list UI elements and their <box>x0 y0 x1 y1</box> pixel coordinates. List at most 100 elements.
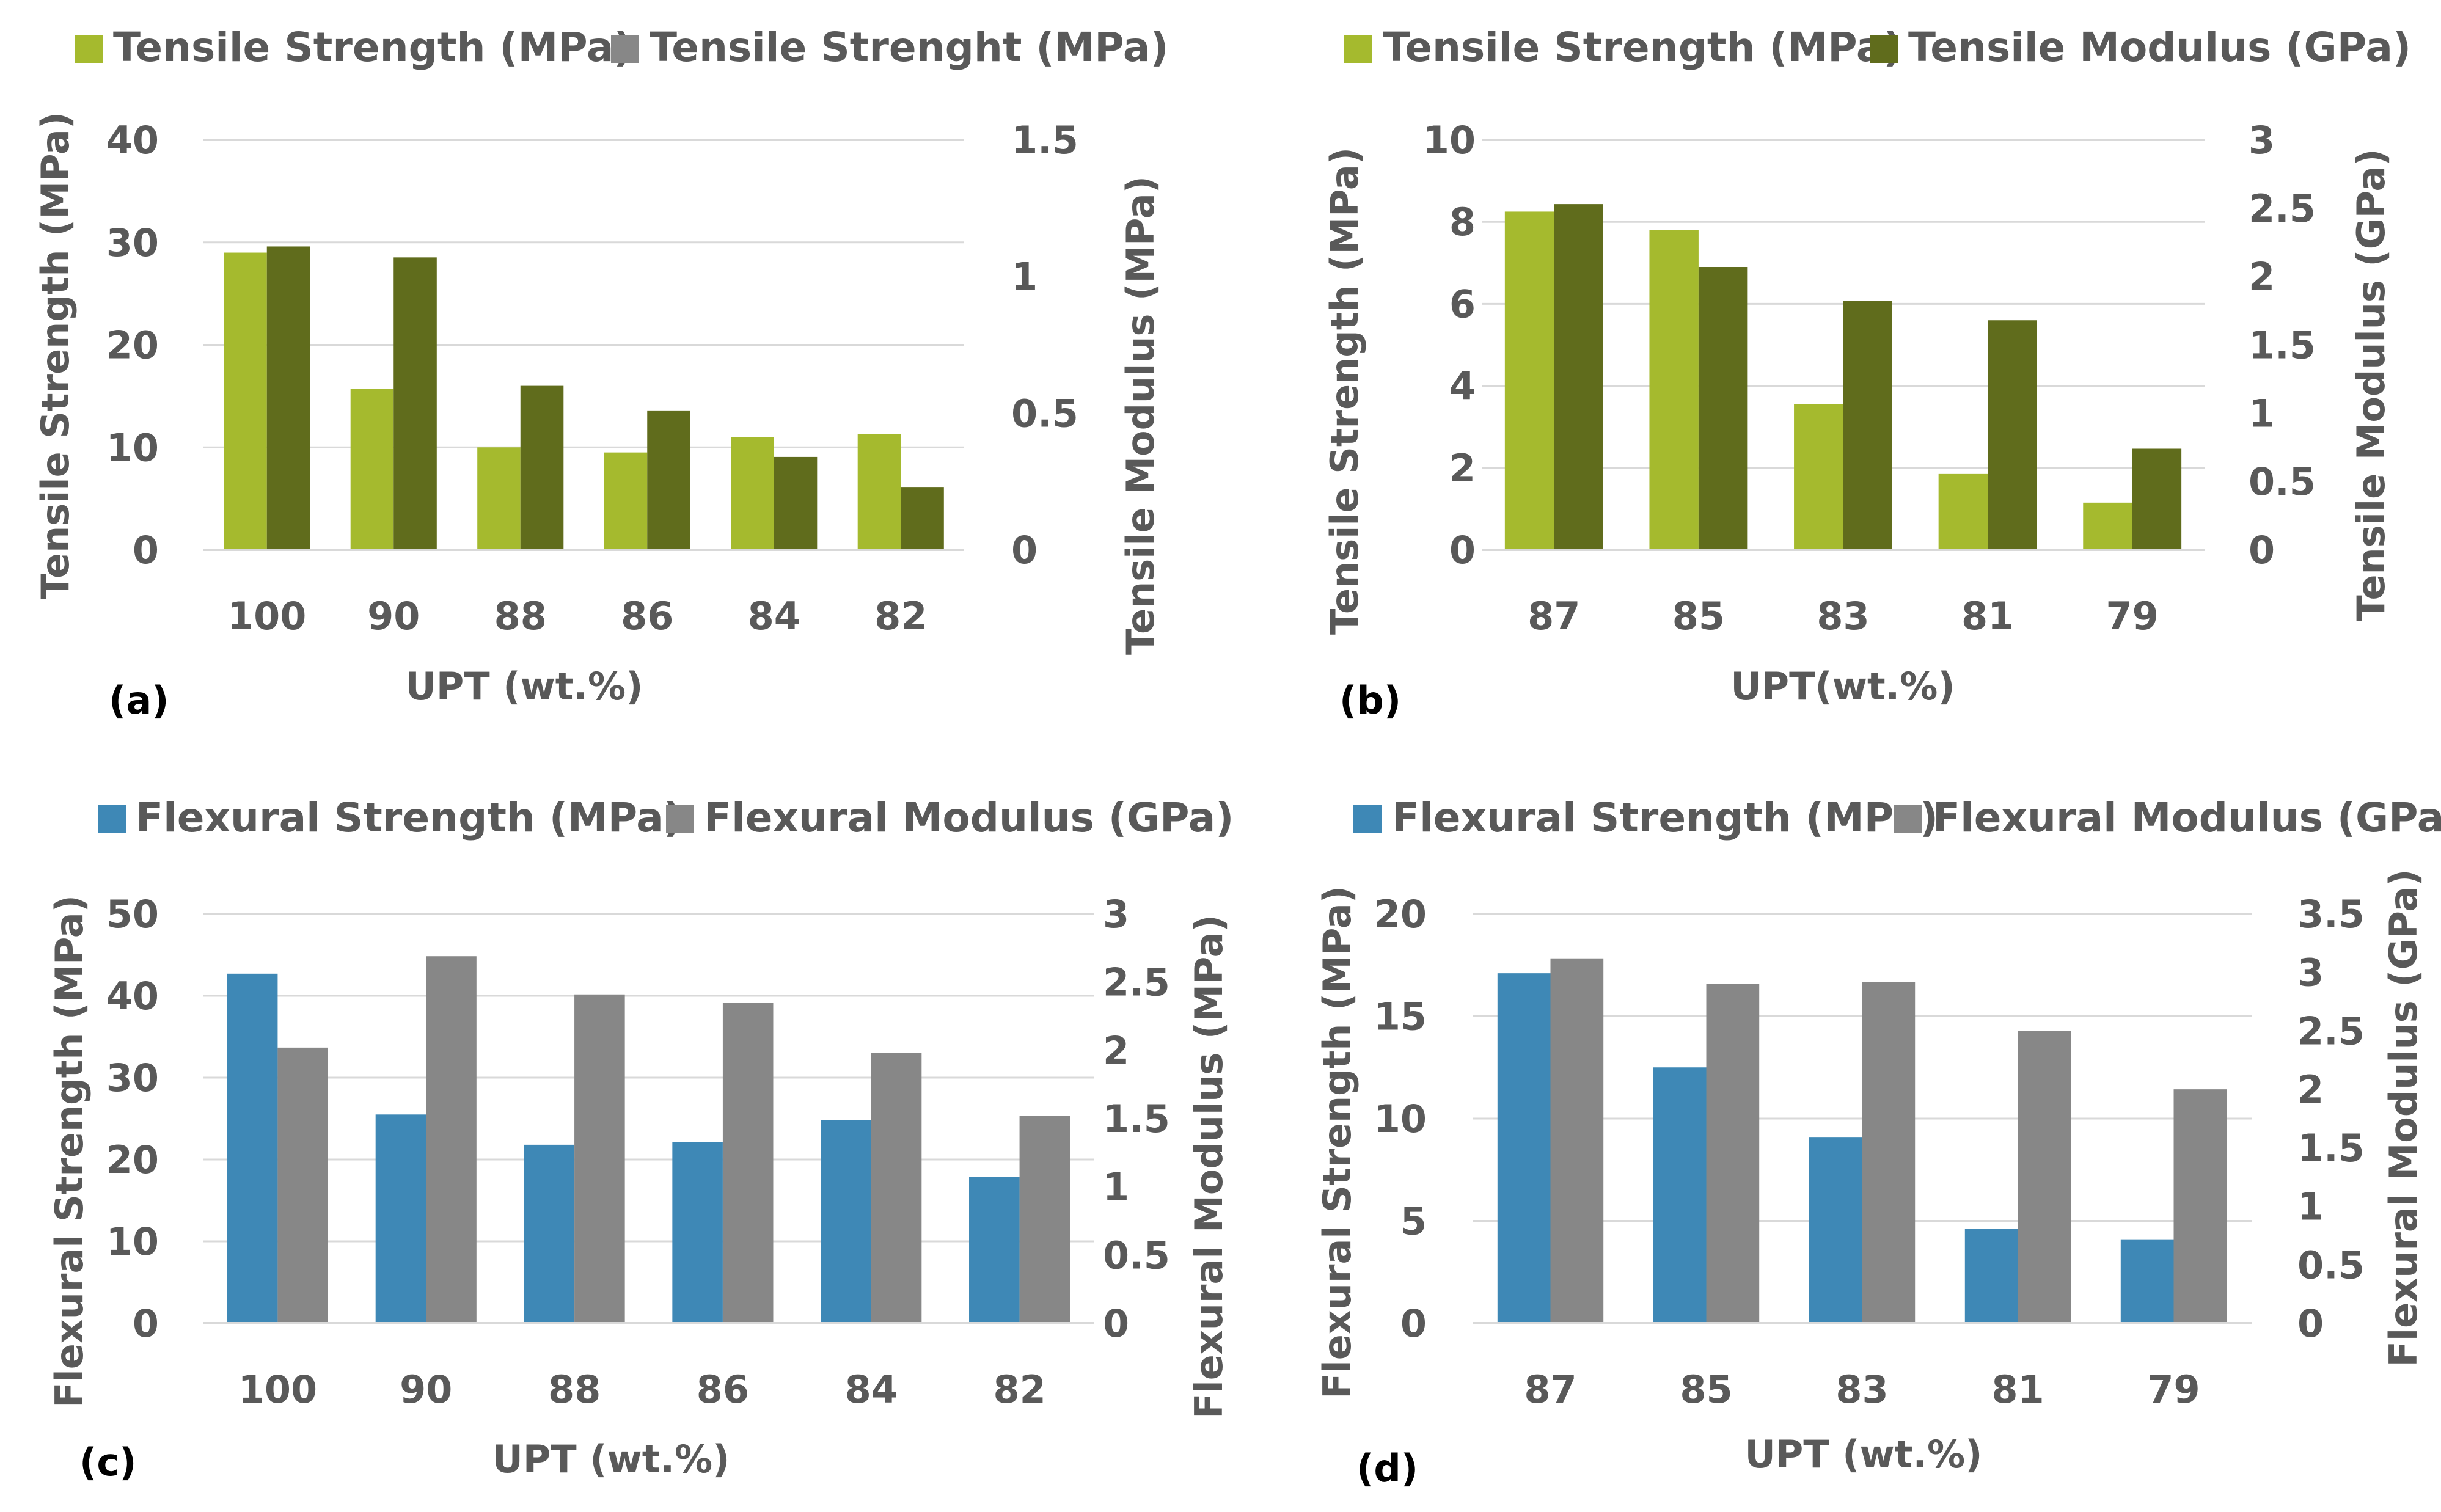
y2-tick-d-2: 1 <box>2297 1185 2324 1229</box>
bar-d-s0-83 <box>1809 1137 1862 1323</box>
legend-swatch-d-0 <box>1353 805 1382 833</box>
bars-d <box>1497 958 2227 1323</box>
bar-a-s1-86 <box>647 410 690 550</box>
bar-d-s1-81 <box>2018 1031 2071 1323</box>
y-tick-a-1: 10 <box>106 425 159 470</box>
legend-d: Flexural Strength (MPa) Flexural Modulus… <box>1353 794 2441 841</box>
bar-c-s0-100 <box>227 973 278 1323</box>
legend-swatch-a-0 <box>75 35 103 63</box>
x-tick-d-2: 83 <box>1835 1367 1888 1412</box>
bar-c-s1-88 <box>574 994 625 1323</box>
y-tick-c-5: 50 <box>106 892 159 937</box>
legend-swatch-c-0 <box>98 805 126 833</box>
bar-c-s0-90 <box>375 1114 426 1323</box>
x-tick-labels-b: 87 85 83 81 79 <box>1528 594 2159 638</box>
y2-tick-c-0: 0 <box>1103 1301 1129 1346</box>
y2-tick-c-1: 0.5 <box>1103 1233 1170 1277</box>
y2-tick-b-4: 2 <box>2249 255 2275 299</box>
legend-label-b-1: Tensile Modulus (GPa) <box>1908 24 2411 71</box>
y2-tick-d-1: 0.5 <box>2297 1243 2365 1287</box>
x-tick-a-2: 88 <box>494 594 547 638</box>
y2-tick-a-1: 0.5 <box>1011 391 1078 436</box>
x-tick-a-3: 86 <box>621 594 673 638</box>
bar-b-s1-87 <box>1554 204 1603 550</box>
bar-d-s1-83 <box>1862 982 1916 1323</box>
panel-label-d: (d) <box>1356 1446 1418 1491</box>
bar-c-s1-84 <box>871 1053 922 1323</box>
bar-d-s1-87 <box>1550 958 1604 1323</box>
chart-panel-b: Tensile Strength (MPa) Tensile Modulus (… <box>1322 24 2411 723</box>
y2-axis-title-c: Flexural Modulus (MPa) <box>1187 915 1231 1419</box>
legend-label-a-0: Tensile Strength (MPa) <box>113 24 632 71</box>
x-tick-d-4: 79 <box>2147 1367 2200 1412</box>
x-tick-a-0: 100 <box>227 594 306 638</box>
y-tick-labels-c: 0 10 20 30 40 50 <box>106 892 159 1346</box>
y2-tick-labels-a: 0 0.5 1 1.5 <box>1011 118 1078 572</box>
legend-label-d-0: Flexural Strength (MPa) <box>1392 794 1938 841</box>
y2-axis-title-d: Flexural Modulus (GPa) <box>2381 869 2426 1367</box>
y2-tick-b-0: 0 <box>2249 528 2275 572</box>
y2-tick-b-6: 3 <box>2249 118 2275 163</box>
x-tick-c-1: 90 <box>400 1367 452 1412</box>
y-tick-c-1: 10 <box>106 1219 159 1264</box>
y2-tick-labels-c: 0 0.5 1 1.5 2 2.5 3 <box>1103 892 1170 1346</box>
bar-a-s0-90 <box>350 389 394 550</box>
y-tick-a-2: 20 <box>106 323 159 368</box>
x-tick-d-0: 87 <box>1524 1367 1576 1412</box>
y-axis-title-a: Tensile Strength (MPa) <box>33 112 78 599</box>
legend-label-c-0: Flexural Strength (MPa) <box>136 794 682 841</box>
y-tick-a-3: 30 <box>106 221 159 265</box>
legend-swatch-c-1 <box>666 805 694 833</box>
bar-b-s0-79 <box>2083 502 2132 550</box>
x-axis-title-c: UPT (wt.%) <box>492 1437 730 1481</box>
x-tick-b-4: 79 <box>2106 594 2159 638</box>
bars-b <box>1504 204 2182 550</box>
y2-tick-d-4: 2 <box>2297 1067 2324 1112</box>
x-tick-a-4: 84 <box>748 594 800 638</box>
bar-c-s0-86 <box>672 1142 723 1323</box>
y-tick-d-4: 20 <box>1374 892 1427 937</box>
bar-b-s1-83 <box>1843 301 1892 550</box>
x-tick-c-5: 82 <box>993 1367 1045 1412</box>
y2-tick-c-2: 1 <box>1103 1165 1129 1210</box>
x-tick-labels-a: 100 90 88 86 84 82 <box>227 594 927 638</box>
legend-a: Tensile Strength (MPa) Tensile Strenght … <box>75 24 1169 71</box>
bars-a <box>224 246 944 550</box>
x-tick-b-0: 87 <box>1528 594 1580 638</box>
bar-a-s1-84 <box>774 456 818 550</box>
y2-tick-c-4: 2 <box>1103 1028 1129 1073</box>
y-tick-d-1: 5 <box>1400 1199 1427 1244</box>
y-tick-c-3: 30 <box>106 1056 159 1100</box>
bar-c-s0-88 <box>524 1144 575 1323</box>
y-tick-c-0: 0 <box>133 1301 159 1346</box>
y2-tick-a-3: 1.5 <box>1011 118 1078 163</box>
legend-label-b-0: Tensile Strength (MPa) <box>1383 24 1902 71</box>
legend-swatch-d-1 <box>1894 805 1922 833</box>
bar-a-s0-82 <box>857 434 901 550</box>
bar-a-s1-100 <box>266 246 310 550</box>
y2-tick-a-2: 1 <box>1011 255 1038 299</box>
y2-tick-b-2: 1 <box>2249 391 2275 436</box>
bar-b-s0-87 <box>1504 211 1554 550</box>
x-tick-d-3: 81 <box>1991 1367 2044 1412</box>
x-axis-title-d: UPT (wt.%) <box>1745 1432 1983 1477</box>
y-axis-title-b: Tensile Strength (MPa) <box>1322 147 1367 635</box>
bar-d-s1-85 <box>1706 984 1760 1323</box>
y2-tick-c-6: 3 <box>1103 892 1129 937</box>
bar-d-s0-87 <box>1497 973 1551 1323</box>
x-tick-c-0: 100 <box>238 1367 317 1412</box>
y-tick-b-3: 6 <box>1449 282 1476 326</box>
x-axis-title-b: UPT(wt.%) <box>1730 664 1955 709</box>
bar-a-s0-86 <box>604 452 648 550</box>
y-tick-labels-d: 0 5 10 15 20 <box>1374 892 1427 1346</box>
y-tick-labels-b: 0 2 4 6 8 10 <box>1423 118 1476 572</box>
chart-panel-a: Tensile Strength (MPa) Tensile Strenght … <box>33 24 1169 723</box>
y2-tick-labels-d: 0 0.5 1 1.5 2 2.5 3 3.5 <box>2297 892 2365 1346</box>
bar-d-s0-79 <box>2120 1239 2174 1323</box>
bar-d-s0-85 <box>1653 1067 1707 1323</box>
bar-c-s1-82 <box>1019 1116 1070 1323</box>
panel-label-c: (c) <box>79 1440 136 1485</box>
legend-swatch-b-0 <box>1344 35 1372 63</box>
bar-c-s0-82 <box>969 1177 1020 1323</box>
